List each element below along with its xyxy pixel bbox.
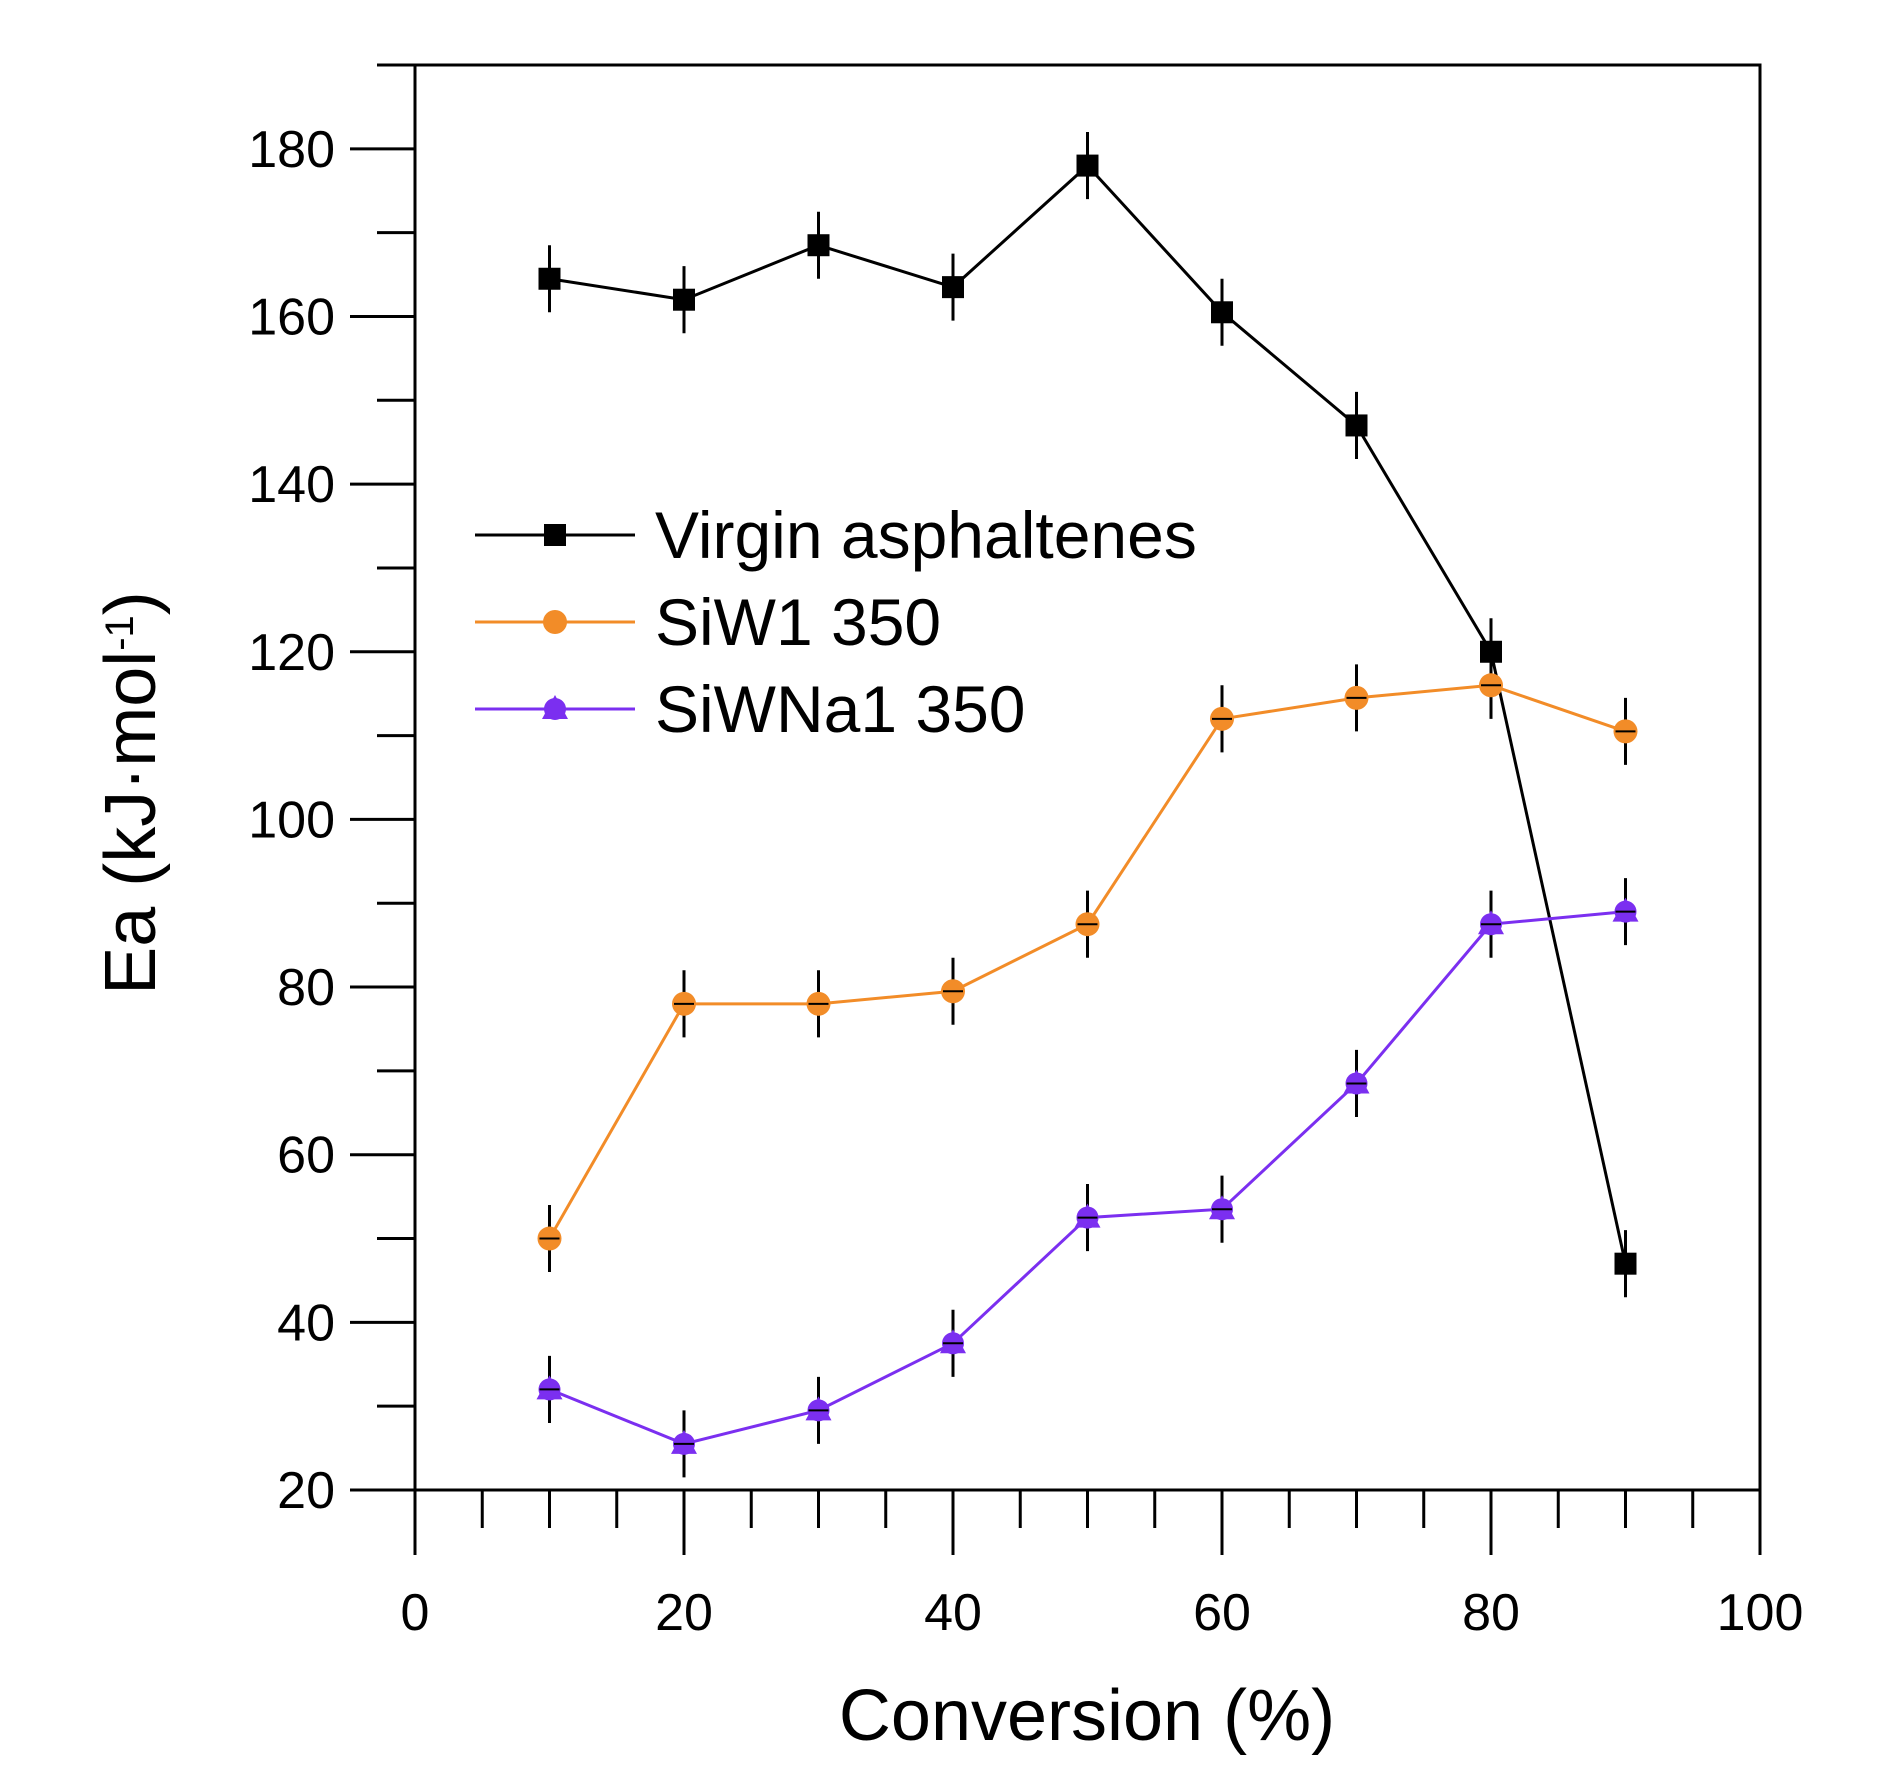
- y-tick-label-0: 20: [277, 1462, 335, 1520]
- y-axis-title-close: ): [91, 591, 171, 615]
- legend-marker-2: [542, 695, 568, 719]
- y-tick-label-4: 100: [248, 791, 335, 849]
- y-axis-title-sup: -1: [98, 615, 142, 651]
- x-axis-ticks: 0 20 40 60 80 100: [401, 1490, 1804, 1642]
- y-axis-title: Ea (kJ·mol-1): [91, 591, 171, 995]
- series-line-1: [548, 683, 1626, 1240]
- x-axis-title: Conversion (%): [839, 1676, 1335, 1756]
- series-1: [537, 651, 1638, 1273]
- y-axis-title-base: Ea (kJ·mol: [91, 651, 171, 995]
- data-point-2-7: [1478, 910, 1504, 935]
- series-line-2: [548, 910, 1626, 1446]
- data-point-2-4: [1074, 1203, 1101, 1228]
- plot-frame: [413, 63, 1762, 1492]
- legend-marker-1: [543, 610, 567, 634]
- data-point-2-1: [671, 1429, 697, 1454]
- y-tick-label-7: 160: [248, 288, 335, 346]
- y-tick-label-2: 60: [277, 1127, 335, 1185]
- x-tick-label-1: 20: [655, 1584, 713, 1642]
- y-tick-label-8: 180: [248, 121, 335, 179]
- data-point-2-2: [805, 1396, 832, 1421]
- x-tick-label-4: 80: [1462, 1584, 1520, 1642]
- series-layer: [536, 132, 1639, 1478]
- series-0: [538, 132, 1637, 1298]
- y-tick-label-6: 140: [248, 456, 335, 514]
- legend: Virgin asphaltenes SiW1 350 SiWNa1 350: [475, 498, 1197, 746]
- x-tick-label-2: 40: [924, 1584, 982, 1642]
- legend-label-0: Virgin asphaltenes: [655, 498, 1197, 572]
- y-tick-label-1: 40: [277, 1294, 335, 1352]
- data-point-2-6: [1343, 1069, 1370, 1094]
- y-axis-ticks: 20 40 60 80 100 120 140 160 180: [248, 63, 415, 1520]
- legend-label-2: SiWNa1 350: [655, 672, 1026, 746]
- data-point-2-3: [940, 1329, 966, 1354]
- y-tick-label-3: 80: [277, 959, 335, 1017]
- legend-label-1: SiW1 350: [655, 585, 941, 659]
- data-point-2-0: [536, 1375, 563, 1400]
- data-point-2-5: [1209, 1195, 1235, 1220]
- x-tick-label-0: 0: [401, 1584, 430, 1642]
- series-2: [536, 878, 1639, 1478]
- legend-marker-0: [544, 524, 566, 546]
- x-tick-label-3: 60: [1193, 1584, 1251, 1642]
- data-point-2-8: [1612, 897, 1639, 922]
- x-tick-label-5: 100: [1717, 1584, 1804, 1642]
- y-tick-label-5: 120: [248, 624, 335, 682]
